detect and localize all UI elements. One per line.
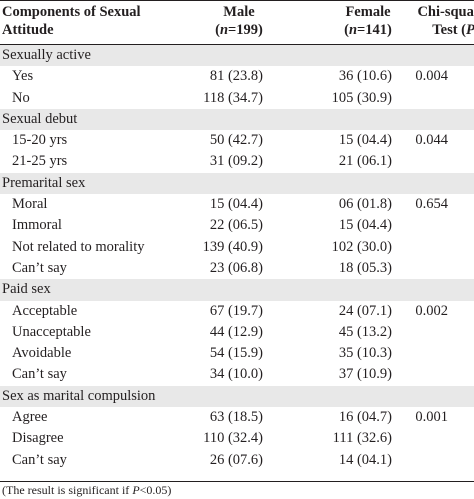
- header-male-n: (n=199): [215, 22, 263, 38]
- header-chi-test: Test (P): [432, 22, 474, 38]
- section-row: Sex as marital compulsion: [0, 385, 474, 408]
- header-male-title: Male: [223, 4, 255, 20]
- section-row: Sexual debut: [0, 108, 474, 131]
- female-count: 102 (30.0): [331, 238, 392, 255]
- male-count: 139 (40.9): [202, 238, 263, 255]
- female-count: 16 (04.7): [338, 409, 392, 426]
- female-count: 36 (10.6): [338, 68, 392, 85]
- top-rule: [0, 0, 474, 1]
- male-count: 63 (18.5): [209, 409, 263, 426]
- table-row: Unacceptable 44 (12.9) 45 (13.2): [0, 322, 474, 343]
- table-row: Yes 81 (23.8) 36 (10.6) 0.004: [0, 66, 474, 87]
- male-count: 26 (07.6): [209, 451, 263, 468]
- p-value: 0.004: [415, 68, 448, 85]
- row-label: Agree: [12, 409, 48, 426]
- table-row: 15-20 yrs 50 (42.7) 15 (04.4) 0.044: [0, 130, 474, 151]
- header-components-line2: Attitude: [2, 22, 54, 38]
- female-count: 37 (10.9): [338, 366, 392, 383]
- row-label: Unacceptable: [12, 323, 91, 340]
- female-count: 14 (04.1): [338, 451, 392, 468]
- header-components-line1: Components of Sexual: [2, 4, 141, 20]
- row-label: 15-20 yrs: [12, 132, 68, 149]
- male-count: 50 (42.7): [209, 132, 263, 149]
- row-label: No: [12, 89, 30, 106]
- male-count: 54 (15.9): [209, 345, 263, 362]
- male-count: 44 (12.9): [209, 323, 263, 340]
- section-title: Sexually active: [2, 47, 91, 63]
- footnote: (The result is significant if P<0.05): [2, 483, 172, 497]
- table-row: Can’t say 34 (10.0) 37 (10.9): [0, 364, 474, 385]
- section-title: Sex as marital compulsion: [2, 387, 156, 404]
- table-body: Sexually active Yes 81 (23.8) 36 (10.6) 0.00…: [0, 45, 474, 471]
- row-label: 21-25 yrs: [12, 153, 68, 170]
- table-row: No 118 (34.7) 105 (30.9): [0, 88, 474, 109]
- header-female-n: (n=141): [344, 22, 392, 38]
- female-count: 21 (06.1): [338, 153, 392, 170]
- section-title: Premarital sex: [2, 174, 86, 191]
- header-male: Male (n=199): [209, 3, 269, 39]
- row-label: Disagree: [12, 430, 64, 447]
- female-count: 45 (13.2): [338, 323, 392, 340]
- section-title: Paid sex: [2, 281, 51, 298]
- bottom-rule: [0, 481, 474, 482]
- row-label: Can’t say: [12, 259, 67, 276]
- male-count: 118 (34.7): [203, 89, 263, 106]
- female-count: 24 (07.1): [338, 302, 392, 319]
- female-count: 15 (04.4): [338, 132, 392, 149]
- table-row: Avoidable 54 (15.9) 35 (10.3): [0, 343, 474, 364]
- row-label: Acceptable: [12, 302, 78, 319]
- section-row: Sexually active: [0, 45, 474, 67]
- row-label: Yes: [12, 68, 34, 85]
- male-count: 34 (10.0): [209, 366, 263, 383]
- section-title: Sexual debut: [2, 110, 78, 127]
- row-label: Can’t say: [12, 451, 67, 468]
- table-row: Acceptable 67 (19.7) 24 (07.1) 0.002: [0, 301, 474, 322]
- section-row: Premarital sex: [0, 172, 474, 195]
- p-value: 0.002: [415, 302, 448, 319]
- header-female-title: Female: [345, 4, 391, 20]
- table-row: Agree 63 (18.5) 16 (04.7) 0.001: [0, 407, 474, 428]
- p-value: 0.044: [415, 132, 448, 149]
- female-count: 35 (10.3): [338, 345, 392, 362]
- table-row: 21-25 yrs 31 (09.2) 21 (06.1): [0, 151, 474, 172]
- table-row: Immoral 22 (06.5) 15 (04.4): [0, 215, 474, 236]
- female-count: 18 (05.3): [338, 259, 392, 276]
- female-count: 06 (01.8): [338, 196, 392, 213]
- header-components: Components of Sexual Attitude: [2, 3, 141, 39]
- p-value: 0.654: [415, 196, 448, 213]
- female-count: 105 (30.9): [331, 89, 392, 106]
- header-rule: [0, 44, 474, 45]
- male-count: 110 (32.4): [203, 430, 263, 447]
- header-chi-squared: Chi-squared Test (P): [416, 3, 474, 39]
- p-value: 0.001: [415, 409, 448, 426]
- row-label: Moral: [12, 196, 48, 213]
- table-row: Moral 15 (04.4) 06 (01.8) 0.654: [0, 194, 474, 215]
- table-row: Can’t say 23 (06.8) 18 (05.3): [0, 258, 474, 279]
- female-count: 111 (32.6): [332, 430, 392, 447]
- male-count: 81 (23.8): [209, 68, 263, 85]
- male-count: 67 (19.7): [209, 302, 263, 319]
- row-label: Can’t say: [12, 366, 67, 383]
- row-label: Immoral: [12, 217, 62, 234]
- male-count: 31 (09.2): [209, 153, 263, 170]
- header-female: Female (n=141): [338, 3, 398, 39]
- row-label: Not related to morality: [12, 238, 145, 255]
- male-count: 15 (04.4): [209, 196, 263, 213]
- header-chi-title: Chi-squared: [417, 4, 474, 20]
- male-count: 23 (06.8): [209, 259, 263, 276]
- female-count: 15 (04.4): [338, 217, 392, 234]
- table-row: Can’t say 26 (07.6) 14 (04.1): [0, 450, 474, 471]
- table-row: Not related to morality 139 (40.9) 102 (30…: [0, 237, 474, 258]
- table-header: Components of Sexual Attitude Male (n=19…: [0, 0, 474, 45]
- section-row: Paid sex: [0, 279, 474, 301]
- row-label: Avoidable: [12, 345, 72, 362]
- table-row: Disagree 110 (32.4) 111 (32.6): [0, 428, 474, 449]
- male-count: 22 (06.5): [209, 217, 263, 234]
